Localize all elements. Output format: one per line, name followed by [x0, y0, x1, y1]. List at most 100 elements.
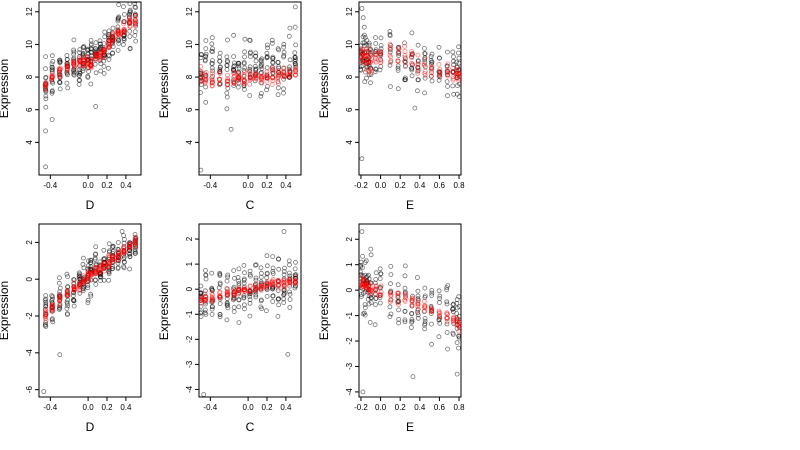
fitted-point: [364, 285, 370, 291]
fitted-point: [133, 19, 139, 25]
observed-point: [409, 319, 415, 325]
observed-point: [387, 84, 393, 89]
observed-point: [92, 56, 98, 62]
observed-point: [372, 69, 378, 75]
fitted-point: [97, 269, 103, 275]
observed-point: [276, 70, 282, 76]
fitted-point: [287, 72, 293, 78]
fitted-point: [115, 29, 121, 35]
observed-point: [217, 81, 223, 87]
observed-point: [57, 305, 63, 311]
observed-point: [275, 288, 281, 293]
y-tick-label: 2: [345, 236, 354, 241]
observed-point: [199, 82, 204, 87]
observed-point: [247, 300, 253, 306]
fitted-point: [42, 307, 48, 313]
fitted-point: [85, 58, 91, 64]
observed-point: [368, 252, 374, 258]
observed-point: [258, 265, 264, 271]
observed-point: [93, 53, 99, 59]
observed-point: [93, 104, 99, 109]
observed-point: [49, 117, 55, 122]
observed-point: [203, 311, 209, 317]
observed-point: [88, 58, 94, 64]
fitted-point: [93, 57, 99, 63]
fitted-point: [372, 50, 378, 56]
observed-point: [372, 49, 378, 54]
fitted-point: [49, 73, 55, 79]
x-tick-label: -0.4: [203, 403, 217, 412]
fitted-point: [93, 264, 99, 270]
y-tick-label: 0: [185, 286, 194, 291]
observed-point: [456, 55, 461, 61]
fitted-point: [359, 282, 364, 288]
fitted-point: [421, 298, 427, 304]
fitted-point: [203, 69, 209, 75]
fitted-point: [71, 284, 77, 290]
fitted-point: [231, 80, 237, 86]
fitted-point: [270, 282, 276, 288]
fitted-point: [77, 58, 83, 64]
observed-point: [363, 49, 369, 55]
observed-point: [436, 288, 442, 294]
observed-point: [247, 54, 253, 59]
observed-point: [93, 251, 99, 257]
observed-point: [450, 54, 456, 60]
fitted-point: [275, 73, 281, 79]
observed-point: [395, 65, 401, 71]
observed-point: [106, 65, 111, 71]
fitted-point: [403, 295, 409, 301]
fitted-point: [106, 42, 112, 48]
observed-point: [395, 49, 401, 55]
fitted-point: [65, 64, 71, 69]
observed-point: [203, 51, 209, 57]
fitted-point: [126, 241, 132, 247]
fitted-point: [367, 50, 373, 56]
fitted-point: [49, 308, 55, 314]
observed-point: [281, 44, 287, 50]
observed-point: [85, 300, 91, 306]
fitted-point: [202, 291, 208, 297]
fitted-point: [236, 76, 242, 81]
observed-point: [264, 87, 270, 93]
fitted-point: [241, 286, 247, 292]
fitted-point: [209, 83, 215, 89]
fitted-point: [209, 290, 215, 296]
observed-point: [101, 64, 107, 69]
observed-point: [224, 317, 230, 323]
observed-point: [415, 310, 421, 315]
fitted-point: [109, 39, 115, 45]
fitted-point: [292, 279, 298, 285]
observed-point: [362, 43, 367, 48]
fitted-point: [56, 294, 62, 300]
fitted-point: [264, 69, 270, 75]
fitted-point: [362, 282, 368, 288]
observed-point: [202, 57, 208, 63]
fitted-point: [88, 57, 94, 63]
fitted-point: [270, 67, 276, 73]
fitted-point: [387, 52, 393, 58]
y-axis-title: Expression: [157, 281, 171, 340]
observed-point: [202, 307, 208, 313]
fitted-point: [231, 292, 237, 298]
fitted-point: [429, 65, 435, 71]
observed-point: [359, 269, 363, 275]
fitted-point: [49, 305, 55, 311]
fitted-point: [281, 73, 287, 79]
observed-point: [115, 258, 121, 263]
observed-point: [387, 62, 393, 68]
observed-point: [378, 64, 384, 69]
fitted-point: [395, 292, 401, 298]
observed-point: [281, 54, 287, 60]
observed-point: [281, 49, 287, 55]
observed-point: [80, 261, 86, 267]
fitted-point: [360, 52, 366, 58]
fitted-point: [366, 287, 372, 293]
observed-point: [122, 33, 127, 38]
observed-point: [107, 267, 112, 273]
fitted-point: [363, 281, 369, 287]
fitted-point: [363, 60, 369, 66]
fitted-point: [88, 272, 94, 277]
fitted-point: [230, 291, 236, 297]
fitted-point: [366, 54, 371, 60]
